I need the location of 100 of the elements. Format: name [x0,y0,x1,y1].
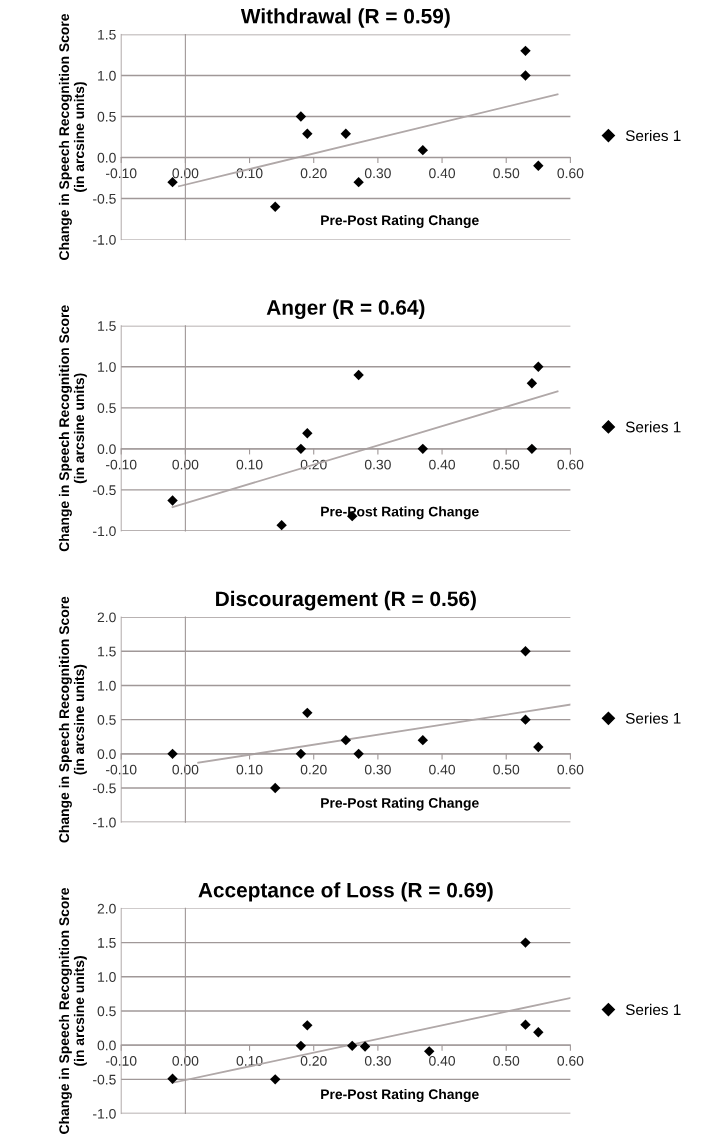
x-tick-label: 0.00 [172,459,199,470]
point [302,707,313,719]
x-axis-title: Pre-Post Rating Change [321,1088,479,1102]
x-tick-label: 0.00 [172,764,199,775]
x-tick-label: 0.30 [364,764,391,775]
y-tick-label: 0.0 [97,444,116,455]
x-tick-label: 0.60 [557,1055,584,1066]
x-tick-label: 0.30 [364,168,391,179]
point [295,111,307,122]
y-axis-title: Change in Speech Recognition Score (in arcsine units) [58,305,87,552]
x-tick-label: 0.20 [300,1055,327,1066]
x-tick-label: 0.50 [493,764,520,775]
point [520,646,531,657]
x-tick-label: 0.40 [429,764,456,775]
point [276,519,287,531]
y-tick-label: 0.5 [97,1006,116,1017]
y-tick-label: -1.0 [93,234,116,245]
point [167,1073,178,1084]
point [520,45,531,57]
point [347,1040,358,1052]
point [520,1019,531,1030]
y-tick-label: 1.0 [98,972,116,982]
point [359,1041,371,1052]
y-tick-label: 1.0 [98,680,116,691]
legend-label: Series 1 [625,421,681,433]
x-axis-title: Pre-Post Rating Change [321,797,479,811]
point [526,443,538,455]
point [340,734,351,746]
point [417,734,429,746]
x-tick-label: 0.40 [429,1055,456,1066]
y-tick-label: 0.0 [97,1040,116,1051]
x-tick-label: -0.10 [106,168,137,179]
point [533,741,544,753]
y-tick-label: 1.5 [98,29,116,40]
y-tick-label: 1.0 [98,70,116,81]
y-tick-label: 1.5 [98,321,116,331]
point [302,128,313,139]
point [533,1026,544,1038]
x-tick-label: 0.10 [236,764,263,775]
y-tick-label: 0.5 [97,403,116,413]
point [520,70,531,81]
y-tick-label: 0.0 [97,749,116,760]
y-tick-label: -0.5 [93,193,116,204]
point [417,144,429,156]
x-tick-label: 0.40 [429,168,456,179]
chart-title: Anger (R = 0.64) [266,299,425,320]
point [295,1040,307,1052]
point [295,443,307,455]
point [340,128,351,139]
x-tick-label: 0.40 [429,459,456,470]
point [353,176,364,188]
point [520,714,531,725]
x-tick-label: 0.00 [172,168,199,179]
y-axis-title: Change in Speech Recognition Score (in arcsine units) [58,596,87,843]
point [520,937,531,948]
y-axis-title: Change in Speech Recognition Score (in arcsine units) [58,887,87,1134]
x-tick-label: -0.10 [106,764,137,775]
point [533,361,544,372]
x-tick-label: 0.00 [172,1055,199,1066]
x-tick-label: 0.50 [493,168,520,179]
point [167,748,178,760]
point [302,1020,313,1031]
point [295,748,307,760]
y-tick-label: -1.0 [93,817,116,828]
y-tick-label: -0.5 [93,1074,116,1085]
point [302,428,313,439]
point [167,495,178,506]
y-tick-label: 1.5 [98,938,116,948]
legend-label: Series 1 [625,1003,681,1016]
legend-label: Series 1 [625,129,681,142]
x-tick-label: 0.60 [557,764,584,775]
y-tick-label: 1.5 [98,646,116,657]
y-tick-label: 0.5 [97,111,116,122]
x-tick-label: 0.60 [557,459,584,470]
chart-title: Discouragement (R = 0.56) [216,590,476,611]
point [270,782,281,794]
y-tick-label: 0.5 [97,714,116,725]
point [353,369,364,381]
x-tick-label: 0.20 [300,168,327,179]
x-tick-label: 0.30 [364,1055,391,1066]
y-tick-label: -1.0 [93,1108,116,1119]
x-tick-label: 0.60 [557,168,584,179]
x-tick-label: -0.10 [106,1055,137,1066]
y-tick-label: 1.0 [98,362,116,372]
y-tick-label: -0.5 [93,485,116,496]
y-tick-label: 2.0 [97,903,116,914]
x-tick-label: 0.50 [493,459,520,470]
y-axis-title: Change in Speech Recognition Score (in arcsine units) [58,14,87,260]
point [270,201,281,212]
x-tick-label: 0.10 [236,459,263,470]
x-tick-label: -0.10 [106,459,137,470]
point [526,378,538,389]
point [533,160,544,171]
point [353,748,364,760]
x-tick-label: 0.20 [300,764,327,775]
y-tick-label: 0.0 [97,152,116,163]
point [270,1074,281,1085]
point [417,443,429,455]
x-tick-label: 0.30 [364,459,391,470]
x-axis-title: Pre-Post Rating Change [321,214,479,228]
